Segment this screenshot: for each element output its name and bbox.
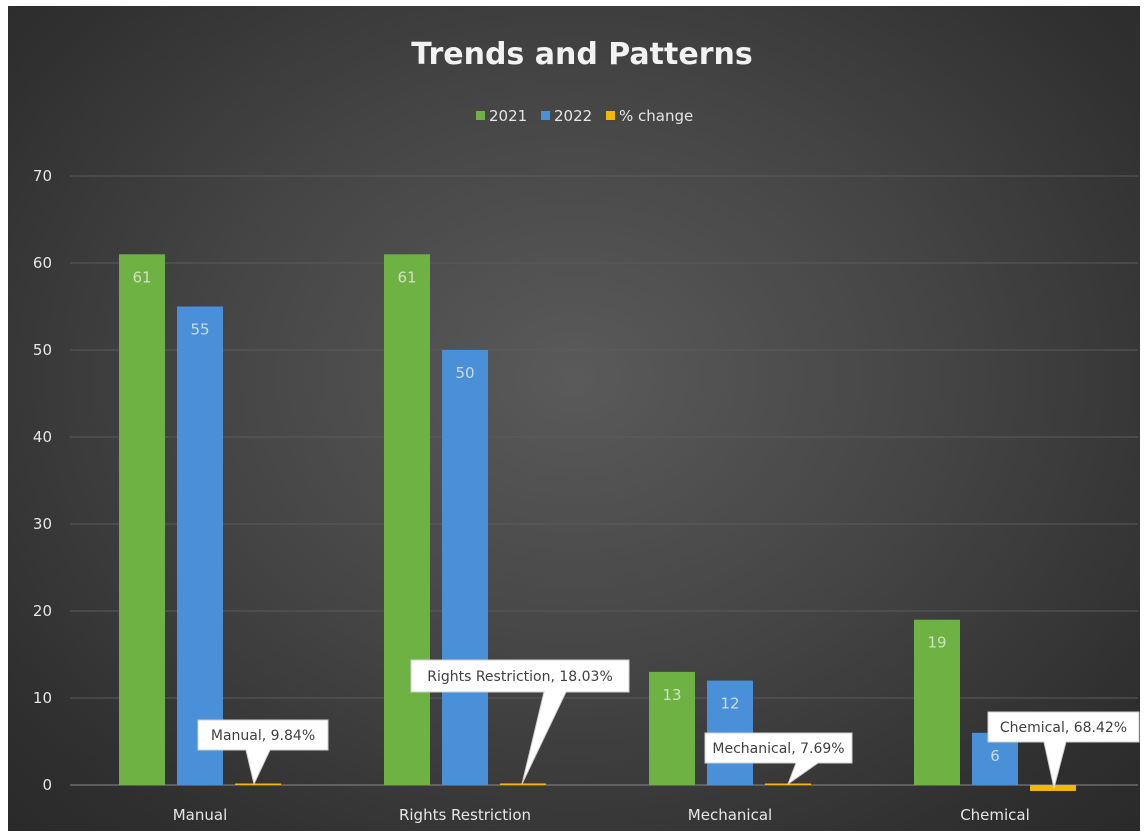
bar-2021-mechanical	[649, 671, 695, 785]
grid-lines	[70, 175, 1138, 786]
callout-box	[987, 711, 1140, 789]
bars: 61 55 61 50 13 12 19 6	[119, 254, 1076, 791]
bar-2022-manual	[177, 306, 223, 785]
callout-label: Manual, 9.84%	[211, 728, 315, 744]
data-label: 61	[397, 268, 416, 286]
callout-box	[704, 732, 853, 786]
callout-label: Chemical, 68.42%	[1000, 720, 1127, 736]
legend-label-pct-change: % change	[619, 107, 693, 125]
legend-swatch-2022	[541, 111, 550, 120]
y-tick-label: 30	[33, 515, 52, 533]
y-tick-label: 0	[42, 776, 52, 794]
legend-label-2022: 2022	[554, 107, 592, 125]
chart-title: Trends and Patterns	[411, 37, 752, 72]
bar-2022-rights-restriction	[442, 350, 488, 785]
data-label: 50	[455, 364, 474, 382]
y-tick-label: 60	[33, 254, 52, 272]
y-tick-label: 20	[33, 602, 52, 620]
legend-label-2021: 2021	[489, 107, 527, 125]
x-axis: Manual Rights Restriction Mechanical Chemic…	[173, 806, 1030, 824]
x-category-label: Mechanical	[688, 806, 772, 824]
data-label: 13	[662, 686, 681, 704]
data-label: 55	[190, 321, 209, 339]
callout-label: Mechanical, 7.69%	[712, 741, 844, 757]
data-label: 19	[927, 634, 946, 652]
callout-label: Rights Restriction, 18.03%	[427, 669, 613, 685]
bar-pct-change-manual	[235, 783, 281, 785]
y-tick-label: 40	[33, 428, 52, 446]
data-label: 6	[990, 747, 1000, 765]
bar-chart: 0 10 20 30 40 50 60 70 61 55 61 50 13 12 19 6 Manual Ri…	[33, 37, 1140, 824]
x-category-label: Chemical	[960, 806, 1030, 824]
x-category-label: Manual	[173, 806, 228, 824]
bar-2021-manual	[119, 254, 165, 786]
bar-2021-rights-restriction	[384, 254, 430, 786]
data-label: 12	[720, 695, 739, 713]
x-category-label: Rights Restriction	[399, 806, 531, 824]
callouts: Manual, 9.84% Rights Restriction, 18.03% M…	[197, 659, 1140, 789]
y-axis: 0 10 20 30 40 50 60 70	[33, 167, 52, 794]
chart-area: 0 10 20 30 40 50 60 70 61 55 61 50 13 12 19 6 Manual Ri…	[8, 6, 1140, 831]
bar-2021-chemical	[914, 619, 960, 785]
bar-pct-change-chemical	[1030, 785, 1076, 791]
legend: 2021 2022 % change	[476, 107, 693, 125]
y-tick-label: 50	[33, 341, 52, 359]
data-label: 61	[132, 268, 151, 286]
legend-swatch-2021	[476, 111, 485, 120]
legend-swatch-pct-change	[606, 111, 615, 120]
callout-box	[410, 659, 630, 785]
bar-pct-change-rights-restriction	[500, 783, 546, 785]
y-tick-label: 70	[33, 167, 52, 185]
callout-box	[197, 719, 329, 786]
y-tick-label: 10	[33, 689, 52, 707]
